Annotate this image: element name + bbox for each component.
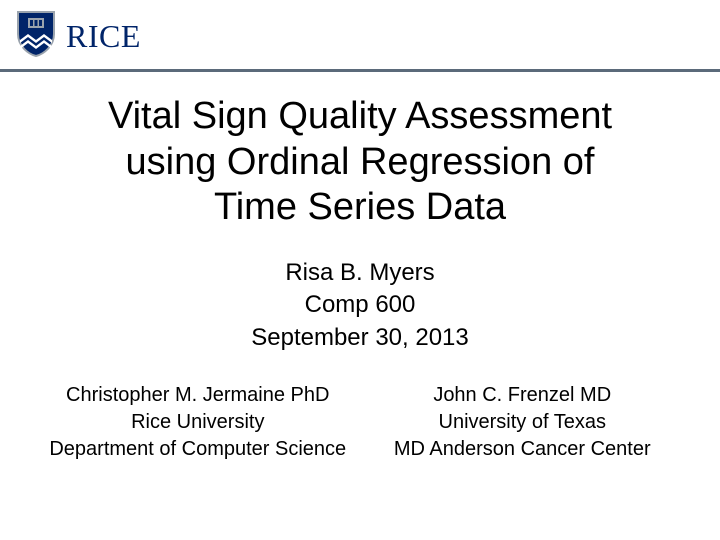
affil-right-org: University of Texas	[372, 409, 672, 436]
slide-title: Vital Sign Quality Assessment using Ordi…	[0, 72, 720, 231]
title-line-3: Time Series Data	[40, 185, 680, 231]
rice-wordmark: RICE	[66, 18, 141, 55]
shield-icon	[16, 10, 56, 63]
presenter-block: Risa B. Myers Comp 600 September 30, 201…	[0, 231, 720, 354]
presenter-course: Comp 600	[0, 289, 720, 321]
affil-left-org: Rice University	[48, 409, 348, 436]
header-bar: RICE	[0, 0, 720, 72]
affiliation-left: Christopher M. Jermaine PhD Rice Univers…	[48, 382, 348, 463]
title-line-1: Vital Sign Quality Assessment	[40, 94, 680, 140]
affil-left-name: Christopher M. Jermaine PhD	[48, 382, 348, 409]
affiliations-row: Christopher M. Jermaine PhD Rice Univers…	[0, 354, 720, 463]
title-line-2: using Ordinal Regression of	[40, 140, 680, 186]
affil-left-dept: Department of Computer Science	[48, 436, 348, 463]
affil-right-name: John C. Frenzel MD	[372, 382, 672, 409]
presenter-date: September 30, 2013	[0, 322, 720, 354]
affil-right-dept: MD Anderson Cancer Center	[372, 436, 672, 463]
affiliation-right: John C. Frenzel MD University of Texas M…	[372, 382, 672, 463]
presenter-name: Risa B. Myers	[0, 257, 720, 289]
slide: RICE Vital Sign Quality Assessment using…	[0, 0, 720, 540]
rice-logo: RICE	[16, 10, 141, 63]
